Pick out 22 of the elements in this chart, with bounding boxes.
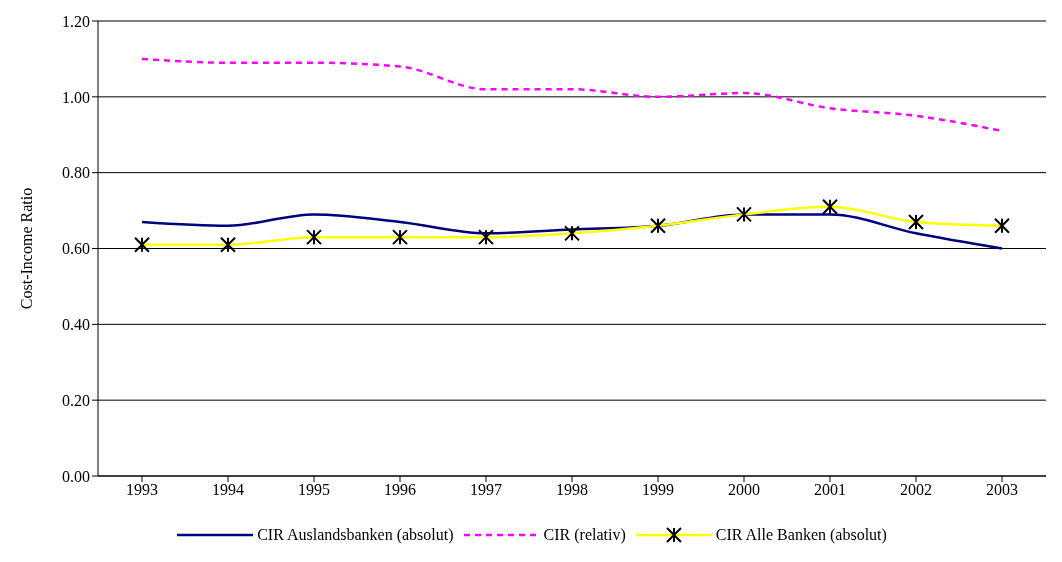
legend-label: CIR Alle Banken (absolut) (715, 526, 887, 544)
x-tick-label: 2002 (900, 481, 932, 499)
x-tick-label: 1994 (212, 481, 244, 499)
x-tick-label: 1996 (384, 481, 416, 499)
legend-label: CIR (relativ) (543, 526, 626, 544)
x-tick-label: 2000 (728, 481, 760, 499)
y-tick-label: 1.00 (62, 88, 90, 106)
x-tick-label: 1995 (298, 481, 330, 499)
y-tick-label: 0.20 (62, 391, 90, 409)
y-tick-label: 0.80 (62, 164, 90, 182)
x-tick-label: 1997 (470, 481, 502, 499)
y-tick-label: 0.00 (62, 467, 90, 485)
y-axis-title: Cost-Income Ratio (17, 187, 35, 310)
y-tick-label: 1.20 (62, 12, 90, 30)
x-tick-label: 1993 (126, 481, 158, 499)
y-tick-label: 0.40 (62, 316, 90, 334)
legend-label: CIR Auslandsbanken (absolut) (257, 526, 454, 544)
x-tick-label: 2001 (814, 481, 846, 499)
x-tick-label: 1999 (642, 481, 674, 499)
x-tick-label: 2003 (986, 481, 1018, 499)
y-tick-label: 0.60 (62, 240, 90, 258)
x-tick-label: 1998 (556, 481, 588, 499)
